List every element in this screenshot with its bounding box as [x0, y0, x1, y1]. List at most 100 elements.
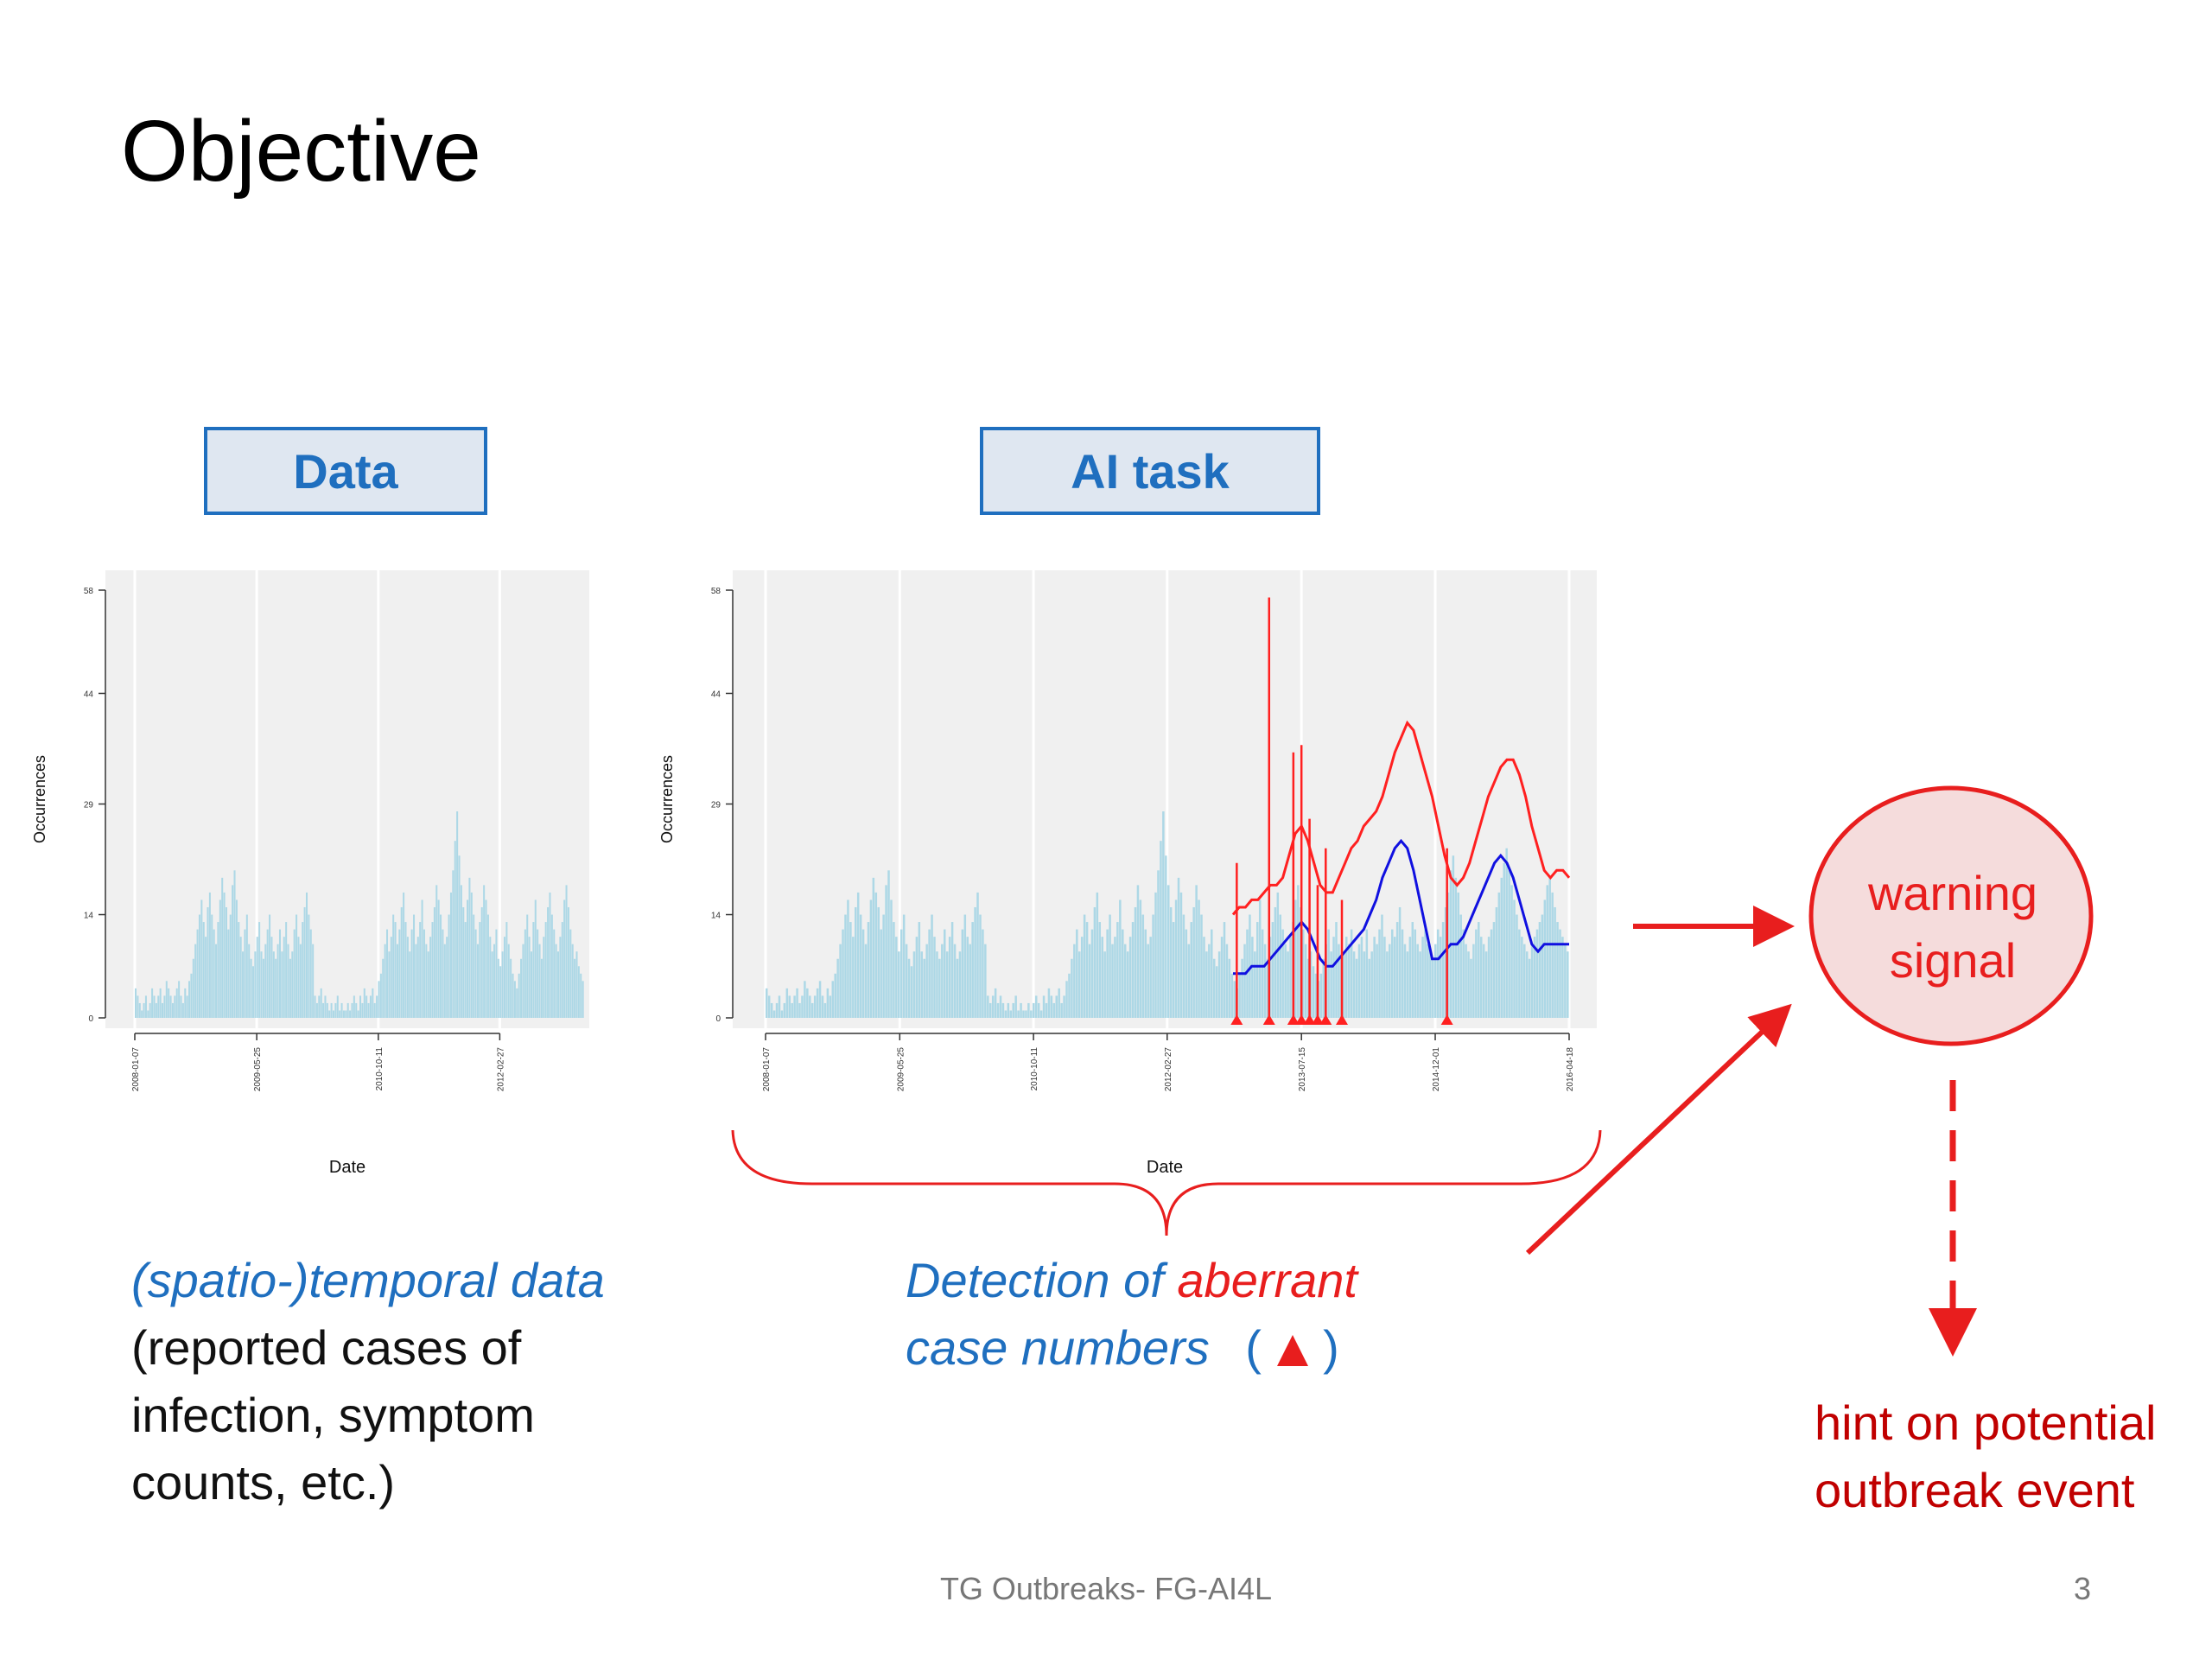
bar	[287, 944, 289, 1018]
bar	[1378, 929, 1381, 1018]
bar	[328, 1010, 331, 1018]
bar	[1551, 892, 1554, 1018]
bar	[251, 966, 254, 1018]
bar	[392, 914, 395, 1018]
bar	[1276, 892, 1280, 1018]
bar	[297, 937, 300, 1018]
bar	[912, 951, 916, 1018]
bar	[452, 870, 454, 1018]
bar	[1357, 944, 1361, 1018]
bar	[1198, 899, 1200, 1018]
bar	[899, 929, 903, 1018]
ai-caption: Detection of aberrant case numbers ( )	[906, 1247, 1357, 1382]
bar	[390, 937, 392, 1018]
bar	[1037, 1002, 1040, 1018]
bar	[1419, 951, 1421, 1018]
bar	[925, 944, 928, 1018]
bar	[953, 944, 957, 1018]
y-tick-label: 14	[711, 912, 721, 921]
warning-line-1: warning	[1867, 866, 2038, 920]
bar	[569, 929, 572, 1018]
bar	[468, 877, 471, 1018]
bar	[1314, 973, 1318, 1018]
ai-caption-aberrant: aberrant	[1177, 1253, 1357, 1307]
bar	[232, 885, 234, 1018]
bar	[320, 988, 322, 1018]
bar	[1068, 973, 1071, 1018]
bar	[1190, 922, 1192, 1018]
bar	[446, 937, 448, 1018]
bar	[309, 929, 312, 1018]
bar	[1254, 951, 1256, 1018]
bar	[473, 914, 475, 1018]
bar	[1047, 988, 1051, 1018]
bar	[898, 951, 900, 1018]
bar	[839, 944, 842, 1018]
bar	[844, 914, 847, 1018]
bar	[1192, 906, 1195, 1018]
bar	[1319, 973, 1323, 1018]
alarm-marker	[1262, 1014, 1275, 1025]
bar	[256, 937, 258, 1018]
bar	[966, 937, 969, 1018]
bar	[330, 1002, 333, 1018]
bar	[856, 892, 860, 1018]
bar	[296, 914, 298, 1018]
ai-caption-part-1: Detection of	[906, 1253, 1178, 1307]
bar	[1543, 899, 1547, 1018]
bar	[299, 944, 302, 1018]
bar	[248, 944, 251, 1018]
x-tick-label: 2016-04-18	[1566, 1047, 1575, 1092]
bar	[1538, 922, 1541, 1018]
bar	[859, 914, 862, 1018]
bar	[577, 966, 580, 1018]
bar	[425, 944, 428, 1018]
bar	[351, 1002, 353, 1018]
bar	[1149, 937, 1152, 1018]
bar	[429, 937, 432, 1018]
alarm-marker	[1303, 1014, 1316, 1025]
bar	[1352, 951, 1356, 1018]
bar	[1050, 995, 1053, 1018]
y-tick-label: 0	[715, 1014, 721, 1024]
bar	[1535, 929, 1539, 1018]
bar	[1360, 937, 1363, 1018]
alarm-marker	[1440, 1014, 1453, 1025]
bar	[804, 981, 806, 1018]
bar	[1098, 922, 1102, 1018]
bar	[826, 988, 830, 1018]
bar	[1564, 944, 1567, 1018]
bar	[1034, 995, 1038, 1018]
bar	[448, 914, 450, 1018]
bar	[813, 995, 817, 1018]
flow-diagram	[1525, 785, 2094, 1357]
bar	[499, 966, 502, 1018]
bar	[571, 944, 574, 1018]
bar	[1090, 929, 1094, 1018]
bar	[928, 929, 931, 1018]
bar	[1233, 981, 1236, 1018]
bar	[1009, 1010, 1013, 1018]
bar	[834, 973, 836, 1018]
bar	[254, 951, 257, 1018]
bar	[1215, 966, 1218, 1018]
bar	[363, 988, 365, 1018]
bar	[324, 995, 327, 1018]
y-axis-label: Occurrences	[31, 755, 48, 843]
bar	[1154, 892, 1157, 1018]
x-axis-label: Date	[329, 1158, 365, 1177]
data-caption-title: (spatio-)temporal data	[131, 1253, 605, 1307]
bar	[442, 929, 444, 1018]
bar	[264, 944, 267, 1018]
bar	[987, 995, 989, 1018]
bar	[1065, 981, 1068, 1018]
alarm-marker	[1319, 1014, 1332, 1025]
bar	[1063, 995, 1065, 1018]
bar	[200, 899, 203, 1018]
ai-task-label-box: AI task	[980, 427, 1320, 515]
bar	[211, 914, 213, 1018]
ai-caption-line-2: case numbers	[906, 1320, 1210, 1375]
bar	[369, 995, 372, 1018]
bar	[775, 1002, 779, 1018]
bar	[175, 988, 178, 1018]
